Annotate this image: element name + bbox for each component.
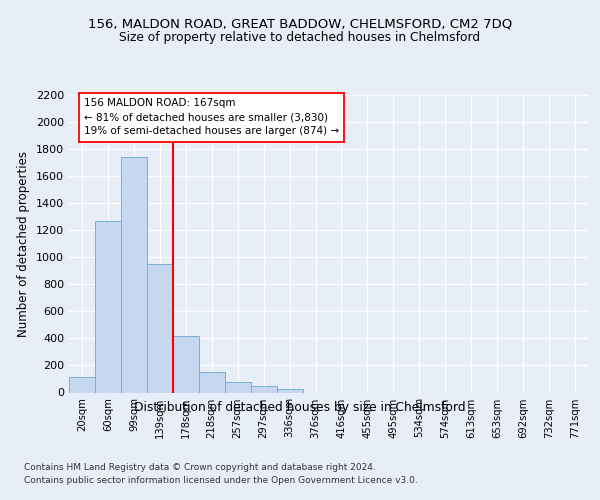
Bar: [225, 382, 251, 392]
Text: Distribution of detached houses by size in Chelmsford: Distribution of detached houses by size …: [134, 401, 466, 414]
Text: Contains public sector information licensed under the Open Government Licence v3: Contains public sector information licen…: [24, 476, 418, 485]
Text: Size of property relative to detached houses in Chelmsford: Size of property relative to detached ho…: [119, 31, 481, 44]
Text: 156 MALDON ROAD: 167sqm
← 81% of detached houses are smaller (3,830)
19% of semi: 156 MALDON ROAD: 167sqm ← 81% of detache…: [84, 98, 339, 136]
Bar: [277, 389, 302, 392]
Y-axis label: Number of detached properties: Number of detached properties: [17, 151, 31, 337]
Bar: [147, 264, 173, 392]
Bar: [251, 386, 277, 392]
Bar: [173, 336, 199, 392]
Text: 156, MALDON ROAD, GREAT BADDOW, CHELMSFORD, CM2 7DQ: 156, MALDON ROAD, GREAT BADDOW, CHELMSFO…: [88, 18, 512, 30]
Bar: [69, 377, 95, 392]
Bar: [199, 372, 224, 392]
Bar: [95, 221, 121, 392]
Text: Contains HM Land Registry data © Crown copyright and database right 2024.: Contains HM Land Registry data © Crown c…: [24, 462, 376, 471]
Bar: [121, 157, 147, 392]
